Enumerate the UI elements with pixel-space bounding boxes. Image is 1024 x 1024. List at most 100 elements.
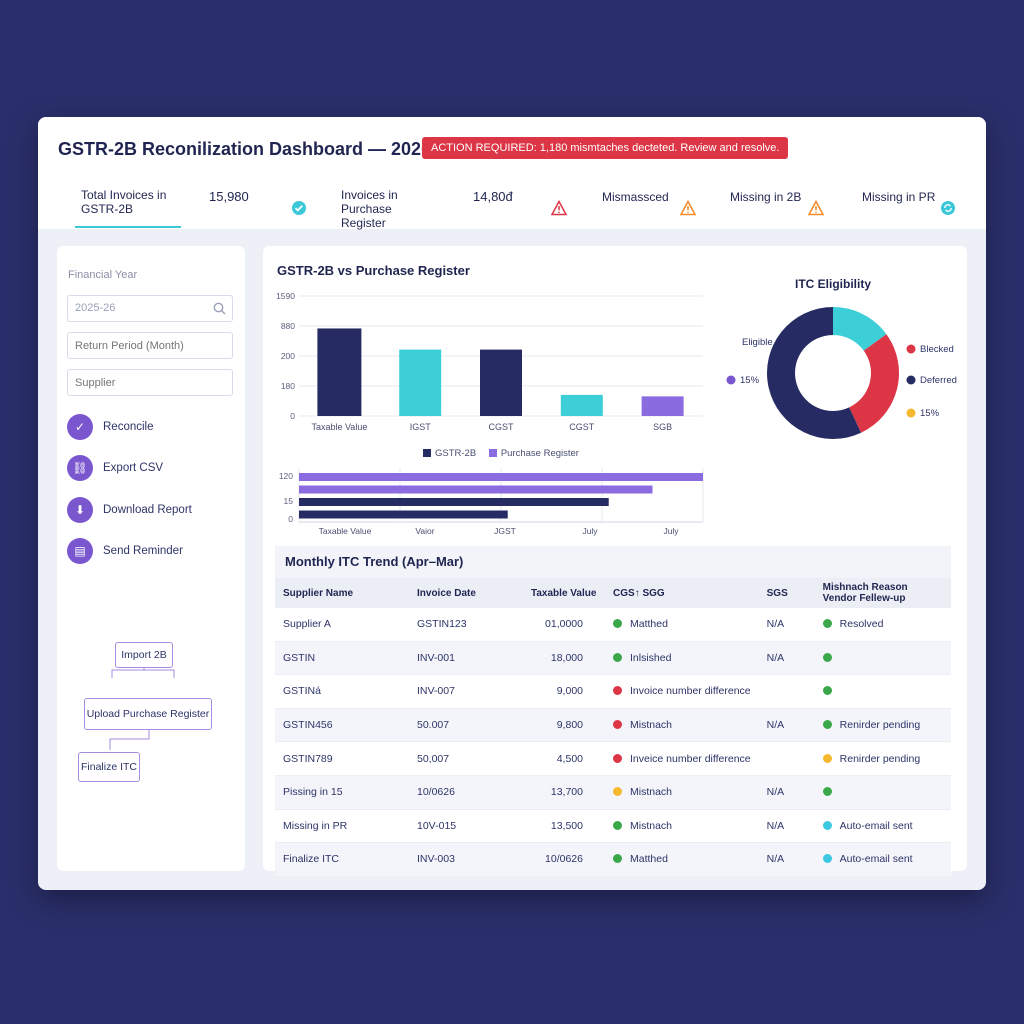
legend-label: 15%: [920, 408, 940, 419]
status-dot: [613, 720, 622, 730]
x-tick-label: July: [582, 526, 598, 536]
kpi-purchase-register[interactable]: Invoices in Purchase Register: [329, 178, 451, 230]
cell-supplier: Pissing in 15: [275, 775, 409, 810]
donut-title: ITC Eligibility: [795, 277, 871, 291]
col-invoice-date[interactable]: Invoice Date: [409, 578, 523, 608]
cell-followup: Resolved: [814, 608, 951, 642]
cell-followup: Auto-email sent: [814, 809, 951, 844]
y-tick-label: 200: [281, 351, 295, 361]
bar-1: [399, 349, 442, 416]
followup-dot: [822, 720, 832, 730]
reconciliation-table: Supplier Name Invoice Date Taxable Value…: [275, 578, 951, 877]
header-bar: GSTR-2B Reconilization Dashboard — 2026 …: [38, 117, 986, 230]
dashboard-window: GSTR-2B Reconilization Dashboard — 2026 …: [38, 117, 986, 890]
kpi-value: 14,80đ: [473, 189, 513, 204]
bar-2: [480, 349, 522, 416]
followup-dot: [822, 619, 832, 629]
action-label: Export CSV: [103, 462, 164, 474]
col-taxable-value[interactable]: Taxable Value: [523, 578, 605, 608]
flow-step-import[interactable]: Import 2B: [115, 642, 173, 668]
cell-value: 13,500: [523, 809, 605, 844]
table-title: Monthly ITC Trend (Apr–Mar): [275, 546, 951, 578]
kpi-missing-2b[interactable]: Missing in 2B: [718, 178, 836, 228]
cell-supplier: GSTINá: [275, 674, 409, 709]
kpi-accent-bar: [75, 226, 181, 228]
status-dot: [613, 787, 622, 797]
return-period-field[interactable]: [67, 332, 233, 359]
x-tick-label: Taxable Value: [311, 422, 367, 432]
col-supplier-name[interactable]: Supplier Name: [275, 578, 409, 608]
kpi-label: Invoices in Purchase Register: [341, 188, 398, 230]
cell-value: 13,700: [523, 775, 605, 810]
cell-value: 9,800: [523, 708, 605, 743]
hbar-0: [299, 473, 703, 481]
col-cgst-sgst[interactable]: CGS↑ SGG: [605, 578, 759, 608]
financial-year-field[interactable]: 2025-26: [67, 295, 233, 322]
search-icon[interactable]: [213, 302, 226, 315]
cell-date: GSTIN123: [409, 608, 523, 642]
y-tick-label: 0: [290, 411, 295, 421]
table-row[interactable]: GSTINá INV-007 9,000 Invoice number differe…: [275, 674, 951, 709]
legend-dot: [726, 375, 736, 385]
cell-followup: [814, 775, 951, 810]
donut-slice-1: [849, 334, 899, 433]
cell-status: Matthed: [605, 842, 759, 877]
kpi-value: 15,980: [209, 189, 249, 204]
cell-status: Mistnach: [605, 708, 759, 743]
action-label: Download Report: [103, 504, 192, 516]
legend-item-purchase-register: Purchase Register: [488, 448, 579, 459]
cell-followup: [814, 674, 951, 709]
table-row[interactable]: Pissing in 15 10/0626 13,700 Mistnach N/A: [275, 775, 951, 810]
kpi-count-pr[interactable]: 14,80đ: [461, 178, 579, 228]
cell-date: 10/0626: [409, 775, 523, 810]
cell-date: 50,007: [409, 741, 523, 776]
main-panel: GSTR-2B vs Purchase Register 1590 880 200 1…: [263, 246, 967, 877]
legend-dot: [906, 375, 916, 385]
donut-slice-2: [767, 307, 862, 439]
col-sgs[interactable]: SGS: [758, 578, 815, 608]
col-mismatch-followup[interactable]: Mishnach Reason Vendor Fellew-up: [814, 578, 951, 608]
y-tick-label: 180: [281, 381, 295, 391]
cell-sgs: N/A: [758, 641, 815, 676]
action-required-banner[interactable]: ACTION REQUIRED: 1,180 mismtaches dectet…: [422, 137, 789, 159]
cell-date: INV-007: [409, 674, 523, 709]
page-title: GSTR-2B Reconilization Dashboard — 2026: [58, 139, 432, 159]
status-dot: [613, 652, 622, 662]
cell-value: 4,500: [523, 741, 605, 776]
kpi-missing-pr[interactable]: Missing in PR: [850, 178, 968, 228]
kpi-mismatched[interactable]: Mismassced: [590, 178, 708, 228]
chart-legend: GSTR-2B Purchase Register: [423, 448, 579, 459]
table-row[interactable]: GSTIN789 50,007 4,500 Inveice number differ…: [275, 741, 951, 776]
y-tick-label: 120: [279, 471, 293, 481]
followup-dot: [822, 686, 832, 696]
cell-date: INV-003: [409, 842, 523, 877]
cell-date: 10V-015: [409, 809, 523, 844]
warning-icon: [808, 200, 824, 216]
table-row[interactable]: Supplier A GSTIN123 01,0000 Matthed N/A Resol…: [275, 608, 951, 642]
followup-dot: [822, 820, 832, 830]
cell-followup: Renirder pending: [814, 741, 951, 776]
table-row[interactable]: GSTIN456 50.007 9,800 Mistnach N/A Renirder p…: [275, 708, 951, 743]
x-tick-label: CGST: [488, 422, 514, 432]
flow-step-finalize[interactable]: Finalize ITC: [78, 752, 140, 782]
y-tick-label: 1590: [276, 291, 295, 301]
supplier-field[interactable]: [67, 369, 233, 396]
y-tick-label: 880: [281, 321, 295, 331]
x-tick-label: Taxable Value: [319, 526, 372, 536]
kpi-label: Mismassced: [602, 190, 669, 204]
kpi-total-2b[interactable]: Total Invoices in GSTR-2B: [69, 178, 187, 228]
status-dot: [613, 686, 622, 696]
table-row[interactable]: Finalize ITC INV-003 10/0626 Matthed N/A Auto…: [275, 842, 951, 877]
check-icon: ✓: [67, 414, 93, 440]
hbar-3: [299, 510, 508, 519]
kpi-count-2b[interactable]: 15,980: [197, 178, 319, 228]
status-dot: [613, 753, 622, 763]
status-dot: [613, 854, 622, 864]
cell-followup: Auto-email sent: [814, 842, 951, 877]
flow-step-upload[interactable]: Upload Purchase Register: [84, 698, 212, 730]
table-row[interactable]: Missing in PR 10V-015 13,500 Mistnach N/A Aut…: [275, 809, 951, 844]
cell-value: 01,0000: [523, 608, 605, 642]
table-row[interactable]: GSTIN INV-001 18,000 Inlsished N/A: [275, 641, 951, 676]
cell-status: Invoice number difference: [605, 674, 759, 709]
status-dot: [613, 820, 622, 830]
